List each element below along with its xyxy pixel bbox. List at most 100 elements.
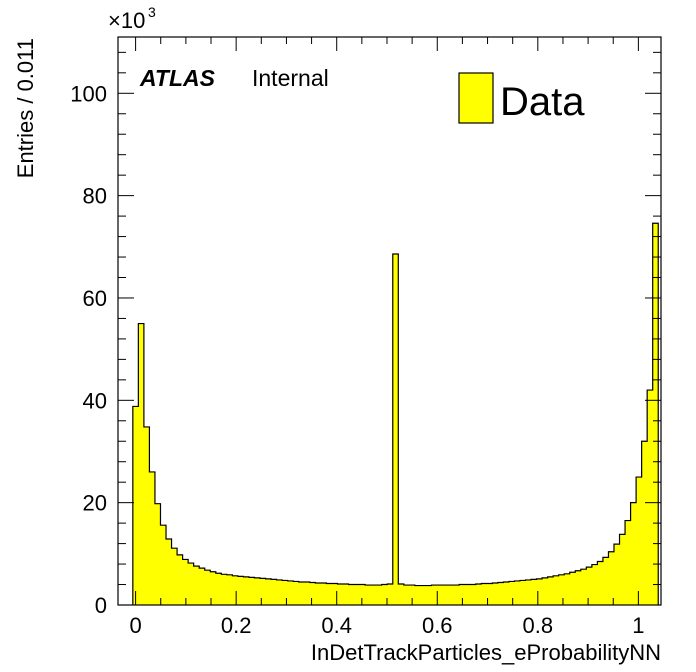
- histogram-bar: [470, 584, 477, 605]
- histogram-bar: [420, 585, 427, 605]
- legend: Data: [458, 72, 585, 124]
- x-tick-label: 0: [129, 613, 141, 638]
- histogram-bar: [221, 574, 228, 605]
- histogram-bar: [647, 390, 654, 605]
- y-axis-ticks: [118, 51, 661, 606]
- y-multiplier-exponent: 3: [148, 4, 156, 20]
- histogram-bar: [237, 576, 244, 605]
- histogram-bar: [591, 564, 598, 605]
- histogram-bar: [459, 584, 466, 605]
- histogram-bar: [254, 577, 261, 605]
- histogram-bar: [414, 585, 421, 605]
- y-tick-label: 100: [70, 81, 107, 106]
- histogram-outline: [132, 222, 659, 605]
- histogram-bar: [354, 584, 360, 605]
- legend-label: Data: [500, 80, 585, 124]
- histogram-bar: [531, 579, 537, 605]
- histogram-bar: [337, 584, 344, 605]
- histogram-bar: [625, 520, 631, 605]
- histogram-bar: [215, 573, 222, 605]
- histogram-bar: [232, 575, 239, 605]
- histogram-bar: [553, 575, 560, 605]
- histogram-bar: [359, 584, 366, 605]
- histogram-bar: [260, 578, 266, 605]
- histogram-bar: [514, 580, 521, 605]
- histogram-bar: [575, 570, 582, 605]
- histogram-bar: [182, 559, 189, 605]
- histogram-bar: [171, 548, 178, 605]
- histogram-bar: [188, 563, 195, 605]
- histogram-bar: [542, 577, 549, 605]
- y-tick-label: 20: [83, 491, 107, 516]
- x-tick-label: 0.8: [523, 613, 554, 638]
- histogram-bar: [475, 584, 482, 605]
- histogram-bar: [481, 583, 488, 605]
- y-axis-tick-labels: 0 20 40 60 80 100: [70, 81, 107, 618]
- plot-frame: [117, 36, 662, 606]
- histogram-bar: [243, 576, 250, 605]
- x-tick-label: 0.6: [422, 613, 453, 638]
- y-tick-label: 0: [95, 593, 107, 618]
- histogram-bar: [315, 583, 322, 605]
- histogram-bar: [558, 574, 565, 605]
- histogram-bar: [464, 584, 471, 605]
- histogram-bar: [342, 584, 349, 605]
- histogram-bar: [143, 426, 150, 605]
- histogram-bar: [425, 585, 432, 605]
- histogram-bar: [442, 585, 449, 605]
- histogram-bar: [492, 583, 499, 605]
- histogram-bar: [403, 585, 410, 605]
- x-tick-label: 0.4: [321, 613, 352, 638]
- histogram-bar: [154, 503, 161, 605]
- histogram-bar: [265, 578, 272, 605]
- histogram-bar: [210, 571, 217, 605]
- histogram-bar: [597, 561, 604, 605]
- histogram-bar: [138, 323, 145, 605]
- histogram-bar: [641, 441, 648, 605]
- histogram-bar: [608, 551, 615, 605]
- histogram-bar: [365, 585, 372, 605]
- histogram-bar: [525, 579, 532, 605]
- histogram-bar: [204, 570, 211, 605]
- histogram-bar: [193, 566, 200, 605]
- histogram-bar: [160, 525, 167, 605]
- histogram-bar: [370, 585, 377, 605]
- histogram-bar: [293, 581, 300, 605]
- x-axis-ticks: [135, 37, 639, 605]
- histogram-bar: [602, 557, 609, 605]
- histogram-bar: [381, 584, 388, 605]
- histogram-bar: [431, 585, 438, 605]
- histogram-bar: [536, 578, 543, 605]
- histogram-bar: [652, 223, 659, 605]
- histogram-bar: [226, 574, 233, 605]
- histogram-bar: [348, 584, 355, 605]
- histogram-bar: [398, 584, 405, 605]
- histogram-bar: [276, 579, 283, 605]
- y-multiplier-base: ×10: [108, 8, 145, 33]
- x-axis-tick-labels: 0 0.2 0.4 0.6 0.8 1: [129, 613, 644, 638]
- histogram-bar: [304, 581, 311, 605]
- histogram-bar: [287, 580, 294, 605]
- histogram-bar: [199, 568, 206, 605]
- atlas-label: ATLAS: [139, 65, 216, 91]
- histogram-bars: [132, 223, 659, 605]
- histogram-bar: [630, 502, 637, 605]
- x-tick-label: 0.2: [221, 613, 252, 638]
- histogram-bar: [519, 580, 526, 605]
- y-tick-label: 40: [83, 388, 107, 413]
- histogram-bar: [282, 580, 289, 605]
- histogram-bar: [586, 567, 593, 605]
- histogram-bar: [497, 582, 504, 605]
- histogram-bar: [320, 583, 327, 605]
- histogram-bar: [503, 581, 510, 605]
- x-axis-title: InDetTrackParticles_eProbabilityNN: [311, 640, 661, 665]
- histogram-bar: [547, 576, 554, 605]
- histogram-bar: [326, 583, 333, 605]
- histogram-bar: [453, 585, 460, 605]
- histogram-bar: [569, 572, 576, 605]
- histogram-bar: [564, 573, 571, 605]
- y-axis-title: Entries / 0.011: [13, 38, 38, 178]
- histogram-bar: [486, 583, 493, 605]
